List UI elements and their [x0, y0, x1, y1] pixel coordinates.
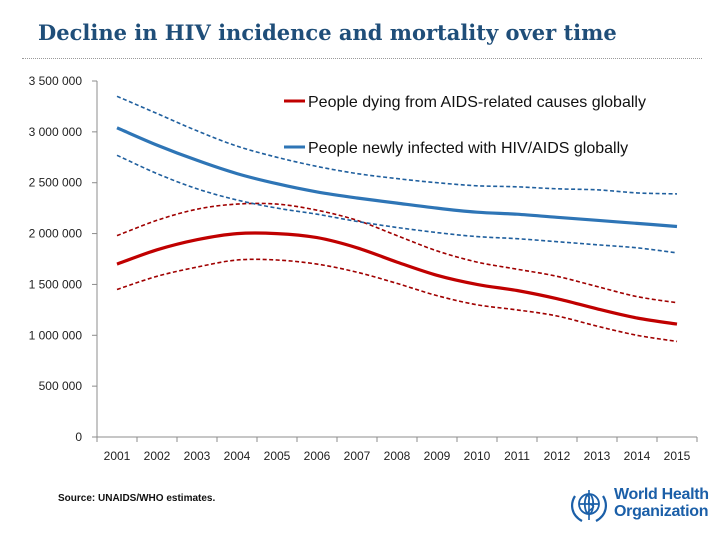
series-deaths-line	[116, 231, 678, 326]
who-emblem-icon	[571, 490, 607, 522]
slide-title: Decline in HIV incidence and mortality o…	[38, 20, 617, 45]
x-tick-label: 2014	[624, 449, 651, 463]
series-deaths-upper-bound	[116, 202, 678, 304]
x-tick-label: 2006	[304, 449, 331, 463]
x-tick-label: 2002	[144, 449, 171, 463]
y-tick-label: 500 000	[39, 379, 83, 393]
legend-deaths-label: People dying from AIDS-related causes gl…	[308, 94, 646, 111]
who-wordmark-line1: World Health	[614, 486, 709, 503]
y-tick-label: 3 500 000	[29, 74, 83, 88]
series-infections-upper-bound	[116, 95, 678, 195]
series-infections-line	[116, 126, 678, 229]
y-tick-label: 1 500 000	[29, 277, 83, 291]
x-tick-label: 2003	[184, 449, 211, 463]
source-note: Source: UNAIDS/WHO estimates.	[58, 493, 216, 504]
x-tick-label: 2007	[344, 449, 371, 463]
y-tick-label: 0	[75, 430, 82, 444]
x-tick-label: 2011	[504, 449, 530, 463]
y-tick-label: 2 500 000	[29, 176, 83, 190]
x-tick-label: 2013	[584, 449, 611, 463]
series-infections-lower-bound	[116, 154, 678, 254]
who-wordmark: World Health Organization	[614, 486, 709, 520]
y-tick-label: 2 000 000	[29, 227, 83, 241]
x-tick-label: 2005	[264, 449, 291, 463]
x-tick-label: 2015	[664, 449, 691, 463]
title-divider	[22, 58, 702, 59]
x-tick-label: 2004	[224, 449, 251, 463]
x-tick-label: 2010	[464, 449, 491, 463]
y-tick-label: 1 000 000	[29, 328, 83, 342]
x-tick-label: 2009	[424, 449, 451, 463]
y-tick-label: 3 000 000	[29, 125, 83, 139]
x-tick-label: 2012	[544, 449, 571, 463]
x-tick-label: 2008	[384, 449, 411, 463]
series-deaths-lower-bound	[116, 258, 678, 343]
legend-infections-label: People newly infected with HIV/AIDS glob…	[308, 140, 628, 157]
who-wordmark-line2: Organization	[614, 503, 709, 520]
x-tick-label: 2001	[104, 449, 131, 463]
